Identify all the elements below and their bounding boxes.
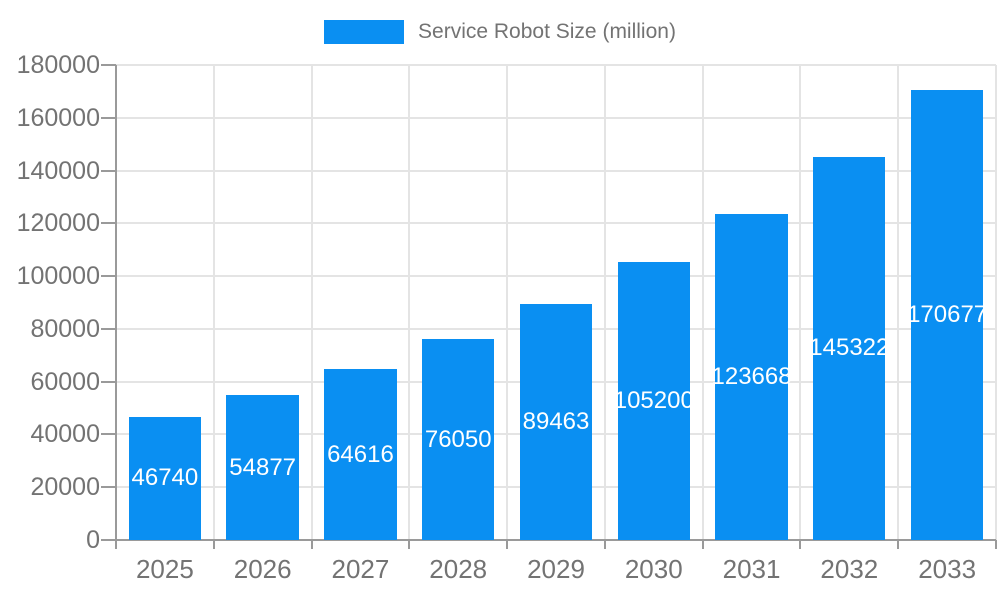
v-gridline xyxy=(408,65,411,540)
h-gridline xyxy=(116,169,996,172)
bar-value-label: 105200 xyxy=(613,387,694,415)
x-tick xyxy=(897,540,900,549)
bar-value-label: 64616 xyxy=(327,440,394,468)
bar-2033[interactable] xyxy=(910,89,984,540)
legend-label[interactable]: Service Robot Size (million) xyxy=(418,20,676,43)
y-tick xyxy=(101,64,116,66)
y-tick xyxy=(101,116,116,119)
y-tick-label: 80000 xyxy=(30,314,100,343)
y-tick-label: 20000 xyxy=(30,473,100,502)
v-gridline xyxy=(310,65,313,540)
v-gridline xyxy=(995,65,997,540)
bar-value-label: 89463 xyxy=(522,407,590,435)
x-tick xyxy=(799,540,802,549)
y-tick-label: 100000 xyxy=(16,262,100,291)
bar-2031[interactable] xyxy=(715,213,788,540)
bar-value-label: 145322 xyxy=(809,334,890,362)
y-tick-label: 160000 xyxy=(16,103,100,132)
x-axis-line xyxy=(101,539,996,541)
y-tick xyxy=(101,222,116,225)
h-gridline xyxy=(116,64,996,66)
y-tick-label: 140000 xyxy=(16,156,100,185)
bar-2030[interactable] xyxy=(617,262,690,540)
bar-2032[interactable] xyxy=(813,156,886,540)
x-tick-label: 2026 xyxy=(233,554,292,584)
x-tick-label: 2032 xyxy=(820,554,879,584)
bar-value-label: 170677 xyxy=(907,300,988,328)
bar-2026[interactable] xyxy=(226,395,299,540)
h-gridline xyxy=(116,275,996,278)
x-tick xyxy=(995,540,997,549)
y-tick xyxy=(101,486,116,489)
y-tick xyxy=(101,380,116,383)
bar-2028[interactable] xyxy=(422,339,495,540)
bar-value-label: 46740 xyxy=(131,464,199,492)
v-gridline xyxy=(603,65,606,540)
y-axis-line xyxy=(115,65,117,549)
h-gridline xyxy=(116,116,996,119)
y-tick-label: 40000 xyxy=(30,420,100,449)
v-gridline xyxy=(701,65,704,540)
x-tick-label: 2033 xyxy=(918,554,977,584)
x-tick xyxy=(603,540,606,549)
x-tick xyxy=(310,540,313,549)
legend[interactable]: Service Robot Size (million) xyxy=(0,18,1000,46)
h-gridline xyxy=(116,222,996,225)
x-tick-label: 2025 xyxy=(135,554,194,584)
v-gridline xyxy=(506,65,509,540)
bar-value-label: 54877 xyxy=(229,453,297,481)
x-tick xyxy=(408,540,411,549)
v-gridline xyxy=(897,65,900,540)
x-tick xyxy=(701,540,704,549)
bar-2027[interactable] xyxy=(324,369,397,540)
bar-value-label: 123668 xyxy=(711,362,792,390)
x-tick-label: 2030 xyxy=(624,554,683,584)
bar-2029[interactable] xyxy=(519,303,593,540)
y-tick-label: 120000 xyxy=(16,209,100,238)
v-gridline xyxy=(799,65,802,540)
y-tick xyxy=(101,433,116,436)
y-tick xyxy=(101,169,116,172)
v-gridline xyxy=(212,65,215,540)
y-tick xyxy=(101,327,116,330)
y-tick-label: 60000 xyxy=(30,367,100,396)
x-tick-label: 2031 xyxy=(722,554,781,584)
x-tick-label: 2027 xyxy=(331,554,390,584)
legend-swatch-icon[interactable] xyxy=(324,20,405,44)
y-tick xyxy=(101,275,116,278)
y-tick-label: 0 xyxy=(86,526,100,554)
x-tick xyxy=(506,540,509,549)
x-tick xyxy=(212,540,215,549)
x-tick-label: 2028 xyxy=(429,554,488,584)
bar-value-label: 76050 xyxy=(424,425,492,453)
x-tick-label: 2029 xyxy=(527,554,585,584)
bar-2025[interactable] xyxy=(128,416,202,540)
y-tick-label: 180000 xyxy=(16,51,100,79)
